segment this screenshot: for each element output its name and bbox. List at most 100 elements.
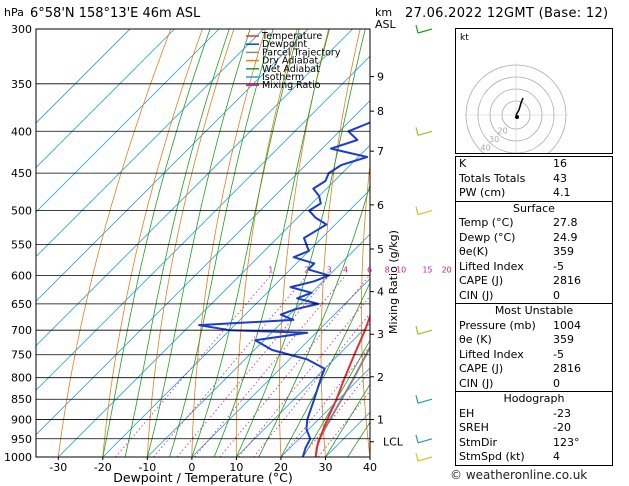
km-tick-label: LCL	[383, 436, 404, 449]
unstable-label: CAPE (J)	[459, 362, 504, 375]
legend-label: Parcel Trajectory	[262, 47, 341, 58]
surface-section: Surface Temp (°C) 27.8 Dewp (°C) 24.9 θe(K) 3…	[456, 200, 612, 304]
hodo-value: -20	[553, 421, 571, 434]
wind-barb	[417, 456, 433, 462]
wind-barb	[417, 438, 433, 444]
isotherm-line	[36, 29, 175, 169]
indices-panel: K 16 Totals Totals 43 PW (cm) 4.1 Surface Tem…	[455, 156, 613, 466]
hodo-row: StmDir 123°	[456, 436, 612, 451]
isotherm-line	[36, 29, 220, 213]
isotherm-line	[147, 233, 370, 457]
pressure-tick-label: 300	[11, 23, 32, 36]
legend-label: Dry Adiabat	[262, 56, 319, 67]
hodograph-ring-label: 30	[489, 135, 499, 144]
isotherm-line	[36, 100, 370, 436]
x-tick-label: -10	[138, 461, 156, 474]
hodo-label: StmSpd (kt)	[459, 450, 525, 463]
pressure-tick-label: 500	[11, 205, 32, 218]
asl-unit: ASL	[375, 18, 397, 31]
isotherm-line	[191, 278, 370, 457]
unstable-row: θe (K) 359	[456, 333, 612, 348]
storm-motion-marker	[515, 115, 519, 119]
wind-barb-feather	[415, 326, 419, 335]
hodo-label: SREH	[459, 421, 489, 434]
index-label: PW (cm)	[459, 186, 506, 199]
wet-adiabat-line	[169, 29, 274, 457]
legend-label: Dewpoint	[262, 39, 307, 50]
hodo-row: SREH -20	[456, 421, 612, 436]
hodo-row: StmSpd (kt) 4	[456, 450, 612, 465]
isotherm-line	[57, 144, 370, 457]
mixing-ratio-label: 1	[268, 265, 273, 274]
surface-value: 0	[553, 288, 560, 302]
km-tick-label: 2	[377, 371, 384, 384]
wind-barb-feather	[415, 127, 419, 136]
index-value: 4.1	[553, 186, 571, 199]
wet-adiabat-line	[302, 339, 370, 457]
mixing-ratio-label: 4	[343, 265, 348, 274]
unstable-value: 2816	[553, 362, 581, 375]
wet-adiabat-line	[325, 383, 370, 457]
wind-barb	[417, 130, 433, 136]
pressure-tick-label: 950	[11, 433, 32, 446]
index-value: 43	[553, 171, 567, 185]
hodo-value: -23	[553, 406, 571, 420]
wind-barb	[417, 28, 433, 34]
isotherm-line	[36, 29, 131, 124]
mixing-ratio-label: 3	[327, 265, 332, 274]
hodo-label: StmDir	[459, 435, 498, 449]
km-tick-label: 3	[377, 328, 384, 341]
surface-row: CIN (J) 0	[456, 289, 612, 304]
surface-label: Temp (°C)	[459, 216, 514, 229]
dry-adiabat-line	[57, 29, 172, 457]
km-tick-label: 4	[377, 286, 384, 299]
unstable-row: Pressure (mb) 1004	[456, 319, 612, 334]
km-tick-label: 9	[377, 71, 384, 84]
pressure-tick-label: 850	[11, 393, 32, 406]
surface-label: θe(K)	[459, 245, 489, 258]
x-tick-label: 30	[318, 461, 332, 474]
wind-barb-feather	[415, 206, 419, 215]
surface-row: CAPE (J) 2816	[456, 274, 612, 289]
pressure-tick-label: 700	[11, 324, 32, 337]
surface-value: 27.8	[553, 216, 578, 229]
index-row: Totals Totals 43	[456, 172, 612, 187]
mixing-ratio-line	[281, 345, 370, 457]
mixing-ratio-line	[253, 312, 370, 457]
wind-barb-feather	[415, 452, 419, 462]
surface-label: Dewp (°C)	[459, 230, 516, 244]
surface-row: Temp (°C) 27.8	[456, 216, 612, 231]
unstable-value: 1004	[553, 318, 581, 332]
surface-row: Lifted Index -5	[456, 260, 612, 275]
hodograph-ring-label: 40	[481, 144, 491, 153]
isotherm-line	[36, 55, 370, 391]
plot-frame	[35, 28, 371, 458]
mixing-ratio-label: 15	[422, 265, 432, 274]
surface-value: -5	[553, 259, 564, 273]
dry-adiabat-line	[612, 29, 629, 457]
x-tick-label: -30	[49, 461, 67, 474]
location-title: 6°58'N 158°13'E 46m ASL	[30, 6, 201, 21]
wind-barb-feather	[415, 24, 419, 34]
unstable-row: CIN (J) 0	[456, 377, 612, 392]
km-tick-label: 1	[377, 414, 384, 427]
km-tick-label: 7	[377, 145, 384, 158]
wind-barb	[417, 329, 433, 335]
km-tick-label: 6	[377, 199, 384, 212]
unstable-label: Lifted Index	[459, 347, 524, 361]
mixing-ratio-label: 20	[442, 265, 452, 274]
credit-text: © weatheronline.co.uk	[450, 468, 588, 482]
index-row: K 16	[456, 157, 612, 172]
pressure-tick-label: 350	[11, 78, 32, 91]
pressure-tick-label: 800	[11, 372, 32, 385]
legend-label: Wet Adiabat	[262, 64, 320, 75]
index-label: K	[459, 157, 467, 170]
surface-row: θe(K) 359	[456, 245, 612, 260]
dewpoint-line	[198, 121, 370, 457]
datetime-title: 27.06.2022 12GMT (Base: 12)	[405, 6, 609, 21]
isotherm-line	[36, 29, 264, 258]
pressure-tick-label: 400	[11, 125, 32, 138]
x-tick-label: 10	[229, 461, 243, 474]
legend-label: Mixing Ratio	[262, 80, 321, 91]
dry-adiabat-line	[278, 29, 329, 457]
